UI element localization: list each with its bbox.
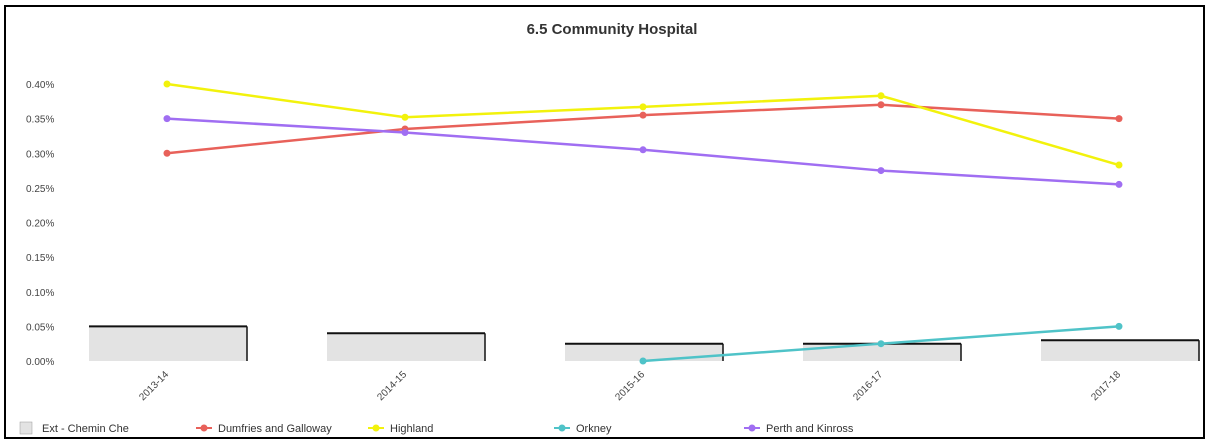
legend-label[interactable]: Perth and Kinross <box>766 423 854 435</box>
chart: 6.5 Community Hospital 0.00%0.05%0.10%0.… <box>19 21 1200 435</box>
x-tick-label: 2013-14 <box>137 369 171 403</box>
legend: Ext - Chemin Che Dumfries and Galloway Hig… <box>19 421 854 435</box>
point-dumfries-and-galloway[interactable] <box>1115 115 1123 123</box>
y-tick-label: 0.10% <box>26 288 54 299</box>
y-tick-label: 0.25% <box>26 184 54 195</box>
point-perth-and-kinross[interactable] <box>639 146 647 154</box>
legend-swatch <box>19 421 33 435</box>
y-tick-label: 0.05% <box>26 322 54 333</box>
y-tick-label: 0.00% <box>26 357 54 368</box>
legend-label[interactable]: Orkney <box>576 423 612 435</box>
y-tick-label: 0.35% <box>26 115 54 126</box>
point-orkney[interactable] <box>877 340 885 348</box>
chart-frame: 6.5 Community Hospital 0.00% 0.05% 0.10% 0.… <box>4 5 1205 439</box>
x-tick-label: 2017-18 <box>1089 369 1123 403</box>
point-highland[interactable] <box>163 80 171 88</box>
bar-ext-chemin-che[interactable] <box>803 343 961 361</box>
x-axis: 2013-14 2014-15 2015-16 2016-17 2017-18 <box>137 369 1123 403</box>
bars-layer <box>89 325 1200 361</box>
legend-marker <box>200 424 208 432</box>
point-dumfries-and-galloway[interactable] <box>639 111 647 119</box>
lines-layer <box>163 80 1123 365</box>
point-dumfries-and-galloway[interactable] <box>877 101 885 109</box>
point-dumfries-and-galloway[interactable] <box>163 149 171 157</box>
point-perth-and-kinross[interactable] <box>877 167 885 175</box>
point-highland[interactable] <box>401 113 409 121</box>
bar-ext-chemin-che[interactable] <box>1041 340 1199 361</box>
y-tick-label: 0.30% <box>26 149 54 160</box>
legend-marker <box>748 424 756 432</box>
legend-label[interactable]: Dumfries and Galloway <box>218 423 332 435</box>
legend-label[interactable]: Ext - Chemin Che <box>42 423 129 435</box>
point-orkney[interactable] <box>1115 322 1123 330</box>
bar-ext-chemin-che[interactable] <box>327 333 485 361</box>
x-tick-label: 2015-16 <box>613 369 647 403</box>
y-axis: 0.00% 0.05% 0.10% 0.15% 0.20% 0.25% 0.30% 0.35%… <box>26 80 54 368</box>
point-perth-and-kinross[interactable] <box>163 115 171 123</box>
bar-ext-chemin-che[interactable] <box>565 343 723 361</box>
y-tick-label: 0.20% <box>26 219 54 230</box>
point-highland[interactable] <box>1115 161 1123 169</box>
point-highland[interactable] <box>877 92 885 100</box>
legend-marker <box>372 424 380 432</box>
point-perth-and-kinross[interactable] <box>401 128 409 136</box>
y-tick-label: 0.40% <box>26 80 54 91</box>
point-perth-and-kinross[interactable] <box>1115 180 1123 188</box>
point-orkney[interactable] <box>639 357 647 365</box>
x-tick-label: 2014-15 <box>375 369 409 403</box>
chart-title: 6.5 Community Hospital <box>527 21 698 38</box>
bar-ext-chemin-che[interactable] <box>89 326 247 361</box>
legend-label[interactable]: Highland <box>390 423 433 435</box>
x-tick-label: 2016-17 <box>851 369 885 403</box>
point-highland[interactable] <box>639 103 647 111</box>
y-tick-label: 0.15% <box>26 253 54 264</box>
legend-marker <box>558 424 566 432</box>
